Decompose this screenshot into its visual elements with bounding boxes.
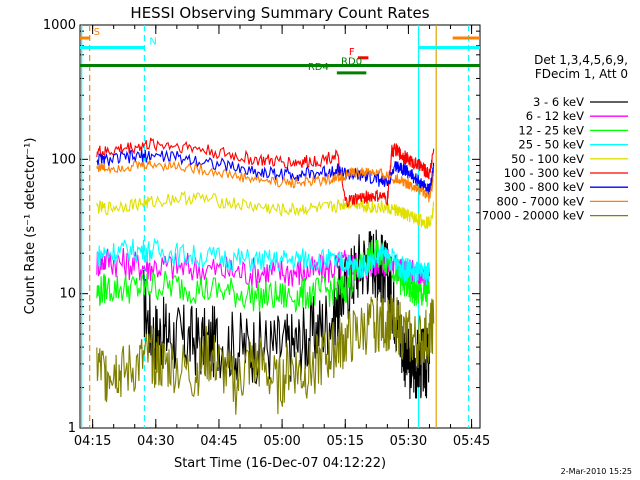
- legend-label: 100 - 300 keV: [504, 166, 584, 180]
- x-axis-label: Start Time (16-Dec-07 04:12:22): [174, 456, 386, 471]
- status-label-rd0: RD0: [341, 56, 362, 67]
- x-tick-label: 04:15: [74, 434, 111, 449]
- y-axis: 1 10 100 1000: [43, 18, 480, 436]
- x-axis: 04:15 04:30 04:45 05:00 05:15 05:30 05:45: [74, 25, 490, 449]
- x-tick-label: 04:30: [137, 434, 174, 449]
- legend-label: 3 - 6 keV: [533, 95, 584, 109]
- legend-label: 25 - 50 keV: [518, 138, 584, 152]
- legend-label: 300 - 800 keV: [504, 180, 584, 194]
- y-axis-label: Count Rate (s⁻¹ detector⁻¹): [23, 138, 38, 315]
- series-line-50-100-keV: [96, 190, 435, 229]
- y-tick-label: 1: [68, 421, 76, 436]
- y-tick-label: 100: [51, 152, 76, 167]
- legend-header-line2: FDecim 1, Att 0: [535, 67, 628, 81]
- x-tick-label: 05:45: [453, 434, 490, 449]
- attenuator-markers: [81, 25, 470, 428]
- y-tick-label: 10: [59, 287, 76, 302]
- legend-label: 7000 - 20000 keV: [482, 209, 584, 223]
- legend-label: 800 - 7000 keV: [496, 194, 584, 208]
- y-tick-label: 1000: [43, 18, 76, 33]
- series-line-25-50-keV: [96, 237, 431, 286]
- series-line-12-25-keV: [96, 239, 431, 313]
- x-tick-label: 05:30: [390, 434, 427, 449]
- series-line-7000-20000-keV: [96, 294, 435, 415]
- x-tick-label: 05:00: [263, 434, 300, 449]
- legend: Det 1,3,4,5,6,9, FDecim 1, Att 0 3 - 6 k…: [482, 53, 628, 223]
- plot-area: [79, 24, 481, 429]
- status-label-n: N: [149, 36, 156, 47]
- legend-label: 6 - 12 keV: [526, 109, 584, 123]
- status-label-f: F: [349, 47, 355, 58]
- x-tick-label: 05:15: [327, 434, 364, 449]
- series-line-300-800-keV: [96, 149, 435, 197]
- chart-title: HESSI Observing Summary Count Rates: [130, 4, 429, 22]
- legend-label: 50 - 100 keV: [511, 152, 584, 166]
- x-tick-label: 04:45: [200, 434, 237, 449]
- legend-label: 12 - 25 keV: [518, 123, 584, 137]
- timestamp: 2-Mar-2010 15:25: [561, 467, 632, 476]
- legend-header-line1: Det 1,3,4,5,6,9,: [534, 53, 628, 67]
- status-label-rd4: RD4: [308, 62, 329, 73]
- status-label-s: S: [94, 27, 100, 38]
- plot-border: [79, 24, 481, 429]
- series-line-100-300-keV: [96, 137, 435, 208]
- series-lines: [96, 137, 435, 415]
- series-line-800-7000-keV: [96, 159, 435, 203]
